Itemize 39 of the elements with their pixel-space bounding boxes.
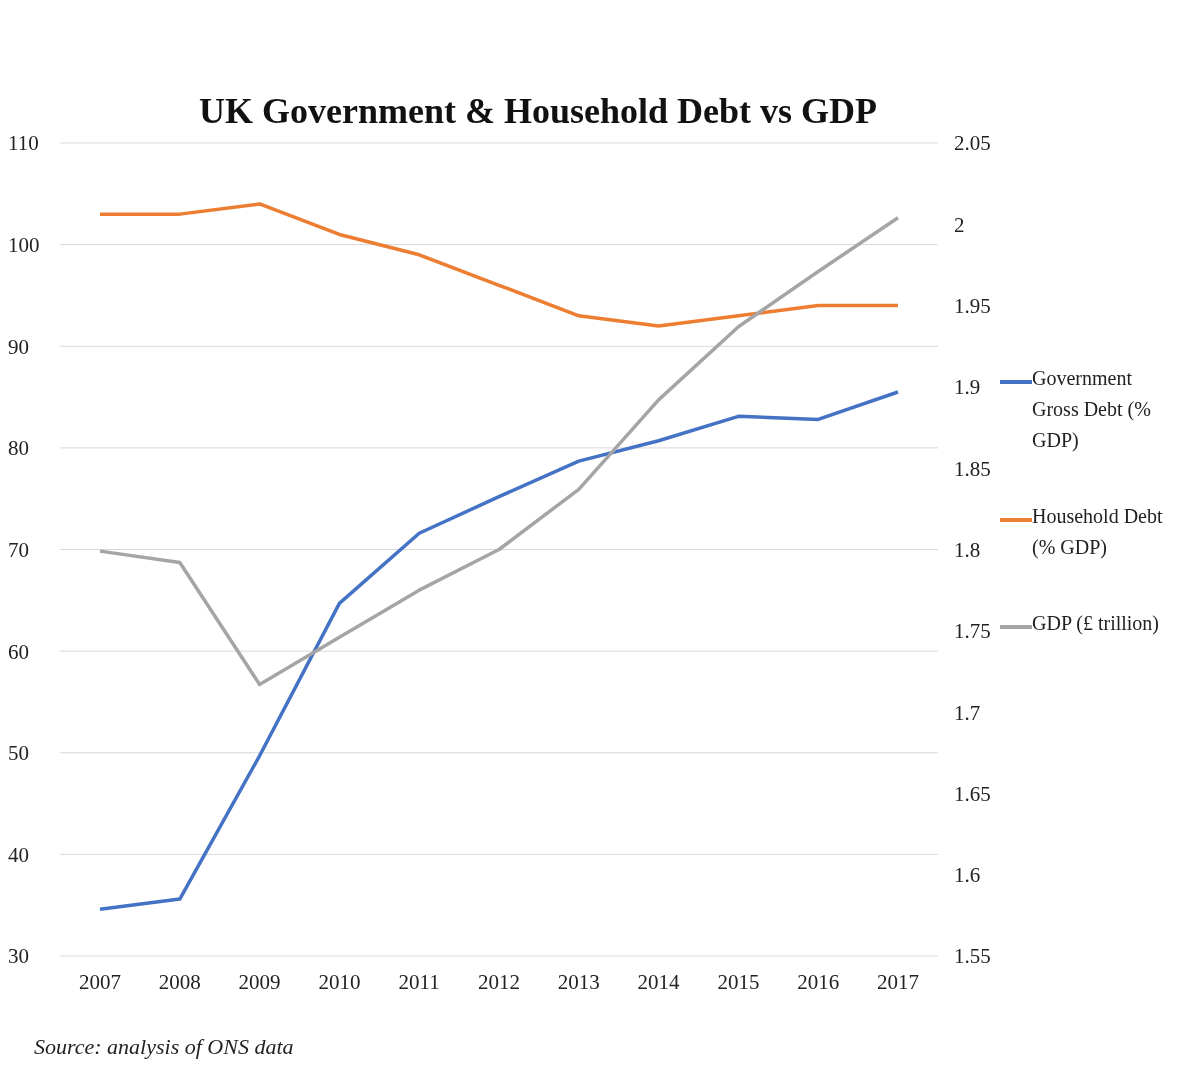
y-tick-label: 30 xyxy=(8,944,29,969)
y2-tick-label: 1.7 xyxy=(954,700,981,725)
line-series xyxy=(98,216,900,687)
y2-tick-label: 1.55 xyxy=(954,944,991,969)
legend-label: Government Gross Debt (% GDP) xyxy=(1032,366,1152,453)
y2-tick-label: 1.8 xyxy=(954,537,981,562)
legend-label: Household Debt (% GDP) xyxy=(1032,504,1164,561)
y-tick-label: 60 xyxy=(8,639,29,664)
y2-tick-label: 1.95 xyxy=(954,294,991,319)
x-tick-label: 2014 xyxy=(637,969,681,994)
y-tick-label: 90 xyxy=(8,334,29,359)
legend-label: GDP (£ trillion) xyxy=(1032,611,1160,637)
x-tick-label: 2007 xyxy=(79,969,121,994)
x-tick-label: 2012 xyxy=(478,969,520,994)
y-tick-label: 70 xyxy=(8,537,29,562)
y-tick-label: 80 xyxy=(8,436,29,461)
line-series xyxy=(98,202,900,328)
y2-tick-label: 1.85 xyxy=(954,456,991,481)
x-tick-label: 2008 xyxy=(158,969,201,994)
x-tick-label: 2016 xyxy=(797,969,840,994)
line-series xyxy=(98,390,900,911)
y2-tick-label: 1.65 xyxy=(954,781,991,806)
y2-tick-label: 1.6 xyxy=(954,863,981,888)
x-tick-label: 2013 xyxy=(557,969,600,994)
y2-tick-label: 1.9 xyxy=(954,375,981,400)
y-tick-label: 110 xyxy=(8,131,39,156)
x-tick-label: 2017 xyxy=(877,969,919,994)
chart-title: UK Government & Household Debt vs GDP xyxy=(198,90,878,132)
y-tick-label: 100 xyxy=(8,233,40,258)
x-tick-label: 2009 xyxy=(238,969,281,994)
x-tick-label: 2010 xyxy=(318,969,361,994)
y2-tick-label: 2.05 xyxy=(954,131,991,156)
x-tick-label: 2011 xyxy=(398,969,440,994)
source-note: Source: analysis of ONS data xyxy=(34,1034,294,1060)
y2-tick-label: 2 xyxy=(954,212,965,237)
x-tick-label: 2015 xyxy=(717,969,760,994)
y-tick-label: 40 xyxy=(8,842,29,867)
y-tick-label: 50 xyxy=(8,741,29,766)
y2-tick-label: 1.75 xyxy=(954,619,991,644)
